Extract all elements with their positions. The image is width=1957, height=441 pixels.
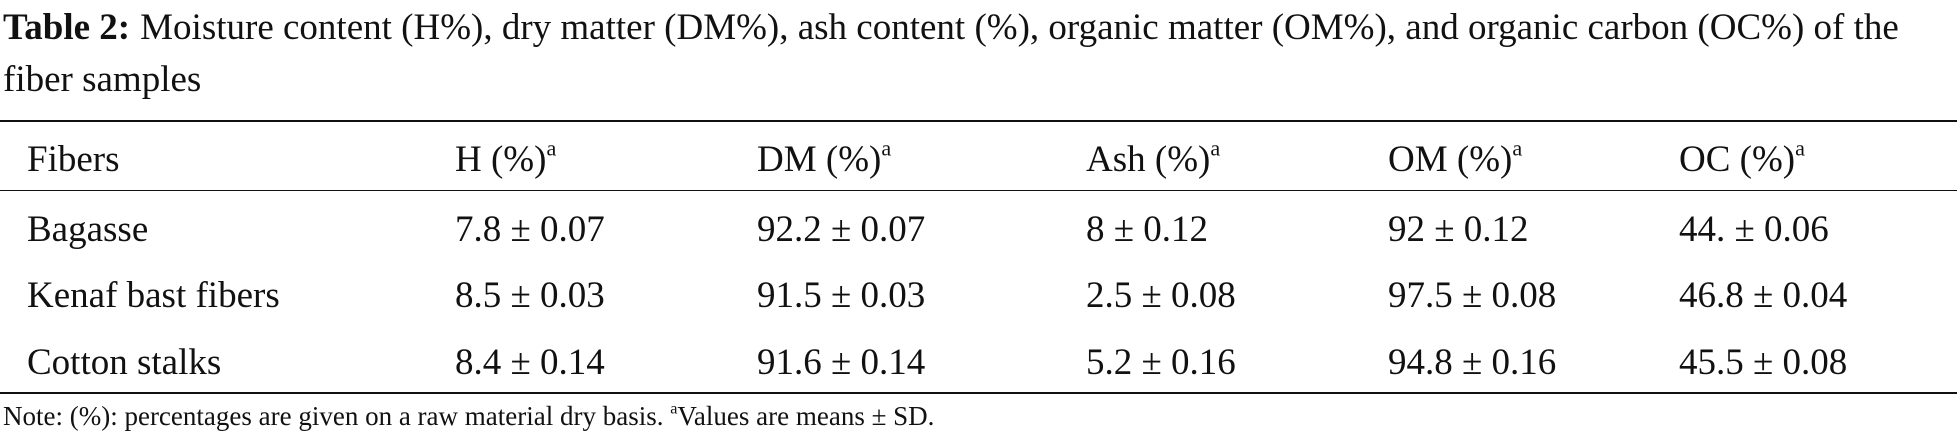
row-label: Bagasse: [27, 209, 149, 250]
data-cell: 2.5 ± 0.08: [1086, 275, 1236, 316]
header-text: OC (%): [1679, 139, 1796, 180]
row-label: Cotton stalks: [27, 342, 222, 383]
data-cell: 91.5 ± 0.03: [757, 275, 926, 316]
data-cell: 45.5 ± 0.08: [1679, 342, 1848, 383]
header-text: DM (%): [757, 139, 882, 180]
caption-label: Table 2:: [3, 7, 131, 48]
data-cell: 8.5 ± 0.03: [455, 275, 605, 316]
data-cell: 92.2 ± 0.07: [757, 209, 926, 250]
header-sup: a: [1512, 135, 1523, 161]
data-cell: 97.5 ± 0.08: [1388, 275, 1557, 316]
header-cell: H (%)a: [455, 135, 557, 182]
note-sup: a: [670, 399, 678, 418]
data-cell: 94.8 ± 0.16: [1388, 342, 1557, 383]
data-cell: 44. ± 0.06: [1679, 209, 1829, 250]
header-sup: a: [546, 135, 557, 161]
header-text: H (%): [455, 139, 547, 180]
header-sup: a: [1210, 135, 1221, 161]
header-sup: a: [881, 135, 892, 161]
data-cell: 8.4 ± 0.14: [455, 342, 605, 383]
data-cell: 46.8 ± 0.04: [1679, 275, 1848, 316]
table-caption: Table 2: Moisture content (H%), dry matte…: [3, 2, 1953, 106]
data-cell: 5.2 ± 0.16: [1086, 342, 1236, 383]
header-cell: Fibers: [27, 138, 120, 182]
caption-text: Moisture content (H%), dry matter (DM%),…: [3, 7, 1899, 100]
note-text: Note: (%): percentages are given on a ra…: [3, 401, 664, 431]
header-text: OM (%): [1388, 139, 1513, 180]
data-cell: 8 ± 0.12: [1086, 209, 1209, 250]
top-rule: [0, 120, 1957, 122]
data-cell: 91.6 ± 0.14: [757, 342, 926, 383]
row-label: Kenaf bast fibers: [27, 275, 280, 316]
table-note: Note: (%): percentages are given on a ra…: [3, 400, 934, 432]
header-cell: OM (%)a: [1388, 135, 1523, 182]
note-tail: Values are means ± SD.: [677, 401, 935, 431]
header-text: Fibers: [27, 139, 120, 180]
header-cell: DM (%)a: [757, 135, 892, 182]
header-sup: a: [1795, 135, 1805, 161]
header-text: Ash (%): [1086, 139, 1211, 180]
data-cell: 92 ± 0.12: [1388, 209, 1529, 250]
header-cell: OC (%)a: [1679, 135, 1805, 182]
header-rule: [0, 190, 1957, 191]
header-cell: Ash (%)a: [1086, 135, 1221, 182]
data-cell: 7.8 ± 0.07: [455, 209, 605, 250]
bottom-rule: [0, 392, 1957, 394]
